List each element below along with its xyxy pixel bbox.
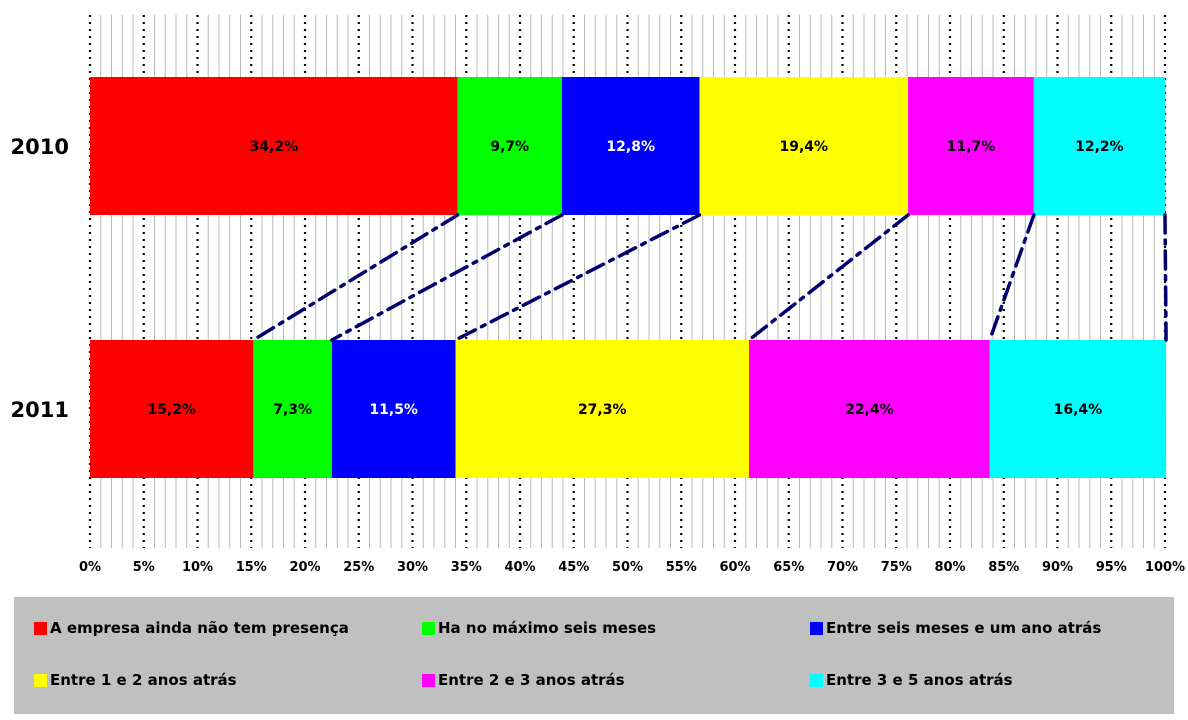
x-tick-label: 60% xyxy=(719,560,750,575)
category-label: 2010 xyxy=(11,135,69,159)
series-connector-line xyxy=(1163,213,1168,342)
legend-swatch xyxy=(422,621,435,635)
data-label: 11,7% xyxy=(947,139,996,155)
series-connector-line xyxy=(453,213,702,342)
x-tick-label: 15% xyxy=(236,560,267,575)
data-label: 34,2% xyxy=(250,139,299,155)
bar-segment xyxy=(331,340,456,478)
bar-segment xyxy=(253,340,332,478)
legend-swatch xyxy=(810,621,823,635)
series-connector-line xyxy=(747,213,910,342)
x-tick-label: 70% xyxy=(827,560,858,575)
legend-swatch xyxy=(422,673,435,687)
x-tick-label: 50% xyxy=(612,560,643,575)
data-label: 7,3% xyxy=(273,402,312,418)
stacked-bar-chart: 34,2% 9,7% 12,8% 19,4% 11,7% 12,2% 2010 15,2% 7,… xyxy=(11,15,1185,575)
data-label: 11,5% xyxy=(369,402,418,418)
legend-label: Entre 1 e 2 anos atrás xyxy=(50,671,237,689)
legend-label: Entre seis meses e um ano atrás xyxy=(826,619,1102,637)
bar-segment xyxy=(1033,77,1165,215)
x-tick-label: 10% xyxy=(182,560,213,575)
x-tick-label: 100% xyxy=(1145,560,1185,575)
data-label: 16,4% xyxy=(1054,402,1103,418)
x-tick-label: 95% xyxy=(1096,560,1127,575)
x-tick-label: 90% xyxy=(1042,560,1073,575)
bar-segment xyxy=(561,77,700,215)
category-label: 2011 xyxy=(11,398,69,422)
x-tick-label: 40% xyxy=(504,560,535,575)
data-label: 15,2% xyxy=(147,402,196,418)
bar-segment xyxy=(908,77,1034,215)
legend-swatch xyxy=(810,673,823,687)
legend-item: Entre 3 e 5 anos atrás xyxy=(810,671,1013,689)
data-label: 9,7% xyxy=(490,139,529,155)
bar-segment xyxy=(457,77,562,215)
x-tick-label: 80% xyxy=(934,560,965,575)
x-tick-label: 20% xyxy=(289,560,320,575)
x-tick-label: 75% xyxy=(881,560,912,575)
x-tick-label: 5% xyxy=(133,560,155,575)
bar-segment xyxy=(90,77,458,215)
x-tick-label: 55% xyxy=(666,560,697,575)
data-label: 22,4% xyxy=(845,402,894,418)
series-connector-line xyxy=(251,213,460,342)
legend: A empresa ainda não tem presença Ha no má… xyxy=(14,597,1174,714)
series-connector-line xyxy=(330,213,564,342)
x-tick-label: 0% xyxy=(79,560,101,575)
x-tick-label: 30% xyxy=(397,560,428,575)
data-label: 19,4% xyxy=(780,139,829,155)
legend-item: A empresa ainda não tem presença xyxy=(34,619,349,637)
bar-segment xyxy=(989,340,1167,478)
x-tick-label: 35% xyxy=(451,560,482,575)
x-tick-label: 85% xyxy=(988,560,1019,575)
legend-label: A empresa ainda não tem presença xyxy=(50,619,349,637)
legend-item: Entre seis meses e um ano atrás xyxy=(810,619,1101,637)
bar-segment xyxy=(748,340,990,478)
legend-swatch xyxy=(34,673,47,687)
bar-segment xyxy=(455,340,749,478)
series-connector-line xyxy=(988,213,1036,342)
bar-segment xyxy=(699,77,909,215)
legend-item: Ha no máximo seis meses xyxy=(422,619,656,637)
x-tick-label: 25% xyxy=(343,560,374,575)
x-tick-label: 65% xyxy=(773,560,804,575)
legend-label: Ha no máximo seis meses xyxy=(438,619,657,637)
data-label: 12,2% xyxy=(1075,139,1124,155)
legend-item: Entre 2 e 3 anos atrás xyxy=(422,671,625,689)
legend-label: Entre 2 e 3 anos atrás xyxy=(438,671,625,689)
legend-label: Entre 3 e 5 anos atrás xyxy=(826,671,1013,689)
data-label: 27,3% xyxy=(578,402,627,418)
data-label: 12,8% xyxy=(606,139,655,155)
legend-item: Entre 1 e 2 anos atrás xyxy=(34,671,237,689)
x-tick-label: 45% xyxy=(558,560,589,575)
bar-segment xyxy=(90,340,254,478)
legend-swatch xyxy=(34,621,47,635)
